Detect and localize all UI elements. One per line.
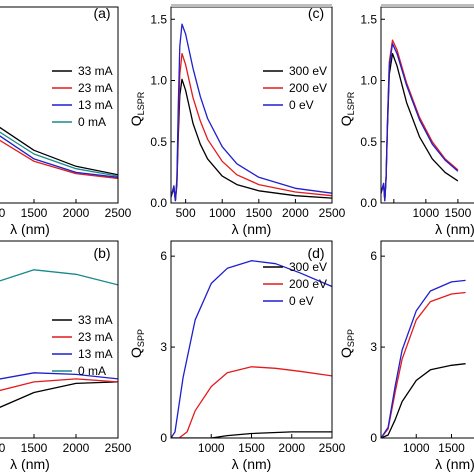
y-axis-label-e: QLSPR: [338, 91, 356, 126]
legend-label-a: 23 mA: [78, 81, 113, 95]
x-tick-label-c: 1000: [209, 206, 236, 220]
legend-label-c: 200 eV: [289, 81, 327, 95]
x-tick-label-e: 1000: [413, 206, 440, 220]
legend-label-b: 33 mA: [78, 313, 113, 327]
panel-label-d: (d): [307, 245, 324, 261]
legend-label-d: 200 eV: [289, 277, 327, 291]
x-axis-label-f: λ (nm): [435, 456, 474, 472]
x-tick-label-a: 2500: [105, 206, 132, 220]
x-axis-label-c: λ (nm): [232, 221, 272, 237]
panel-label-a: (a): [93, 5, 110, 21]
x-axis-label-a: λ (nm): [10, 221, 50, 237]
legend-label-d: 300 eV: [289, 260, 327, 274]
y-tick-label-c: 0.0: [150, 196, 167, 210]
x-tick-label-b: 2500: [105, 441, 132, 455]
y-axis-label-main: Q: [338, 347, 354, 358]
y-axis-label-main: Q: [128, 115, 144, 126]
legend-label-b: 13 mA: [78, 347, 113, 361]
x-tick-label-b: 2000: [63, 441, 90, 455]
x-tick-label-f: 1000: [403, 441, 430, 455]
series-line-f-0: [381, 363, 466, 438]
y-tick-label-d: 3: [160, 340, 167, 354]
legend-label-d: 0 eV: [289, 294, 314, 308]
series-line-b-2: [0, 372, 118, 380]
x-tick-label-c: 1500: [245, 206, 272, 220]
x-tick-label-a: 2000: [63, 206, 90, 220]
y-tick-label-e: 0.0: [360, 196, 377, 210]
top-strip-c: [171, 4, 332, 7]
x-tick-label-f: 1500: [438, 441, 465, 455]
y-tick-label-f: 3: [370, 340, 377, 354]
series-line-b-0: [0, 381, 118, 408]
x-tick-label-c: 500: [176, 206, 196, 220]
x-tick-label-d: 2000: [278, 441, 305, 455]
series-line-a-3: [0, 131, 118, 177]
series-line-a-0: [0, 126, 118, 176]
y-tick-label-f: 0: [370, 431, 377, 445]
x-tick-label-d: 1000: [198, 441, 225, 455]
series-line-d-1: [171, 366, 332, 438]
x-tick-label-d: 1500: [238, 441, 265, 455]
y-axis-label-c: QLSPR: [128, 91, 146, 126]
y-axis-label-sub: SPP: [136, 329, 146, 347]
x-tick-label-d: 2500: [319, 441, 346, 455]
legend-label-b: 0 mA: [78, 364, 106, 378]
y-tick-label-e: 1.5: [360, 12, 377, 26]
x-tick-label-b: 1500: [21, 441, 48, 455]
y-axis-label-sub: LSPR: [136, 91, 146, 115]
series-line-f-2: [381, 279, 466, 438]
y-axis-label-sub: LSPR: [346, 91, 356, 115]
y-tick-label-c: 1.0: [150, 74, 167, 88]
y-tick-label-d: 6: [160, 249, 167, 263]
series-line-d-2: [171, 260, 332, 438]
x-axis-label-e: λ (nm): [435, 221, 474, 237]
x-tick-label-e: 1500: [445, 206, 472, 220]
panel-label-c: (c): [308, 5, 324, 21]
y-axis-label-main: Q: [338, 115, 354, 126]
y-axis-label-sub: SPP: [346, 329, 356, 347]
x-tick-label-c: 2000: [282, 206, 309, 220]
y-tick-label-c: 1.5: [150, 12, 167, 26]
top-strip-e: [381, 4, 474, 7]
y-axis-label-d: QSPP: [128, 329, 146, 358]
x-axis-label-b: λ (nm): [10, 456, 50, 472]
series-line-b-1: [0, 378, 118, 392]
axes-frame-f: [380, 240, 474, 439]
legend-label-a: 13 mA: [78, 98, 113, 112]
axes-frame-e: [380, 6, 474, 204]
y-tick-label-f: 6: [370, 249, 377, 263]
x-tick-label-a: 1000: [0, 206, 6, 220]
series-line-e-2: [381, 43, 459, 202]
legend-label-b: 23 mA: [78, 330, 113, 344]
y-tick-label-c: 0.5: [150, 135, 167, 149]
y-axis-label-f: QSPP: [338, 329, 356, 358]
series-line-d-0: [171, 431, 332, 438]
y-tick-label-d: 0: [160, 431, 167, 445]
legend-label-c: 300 eV: [289, 64, 327, 78]
series-line-e-0: [381, 52, 459, 202]
x-tick-label-a: 1500: [21, 206, 48, 220]
legend-label-a: 33 mA: [78, 64, 113, 78]
series-line-a-1: [0, 139, 118, 180]
x-tick-label-b: 1000: [0, 441, 6, 455]
x-tick-label-c: 2500: [319, 206, 346, 220]
series-line-c-2: [171, 23, 332, 202]
series-line-a-2: [0, 135, 118, 178]
y-tick-label-e: 0.5: [360, 135, 377, 149]
legend-label-c: 0 eV: [289, 98, 314, 112]
panel-label-b: (b): [93, 245, 110, 261]
x-axis-label-d: λ (nm): [232, 456, 272, 472]
y-tick-label-e: 1.0: [360, 74, 377, 88]
legend-label-a: 0 mA: [78, 115, 106, 129]
y-axis-label-main: Q: [128, 347, 144, 358]
series-line-b-3: [0, 269, 118, 286]
